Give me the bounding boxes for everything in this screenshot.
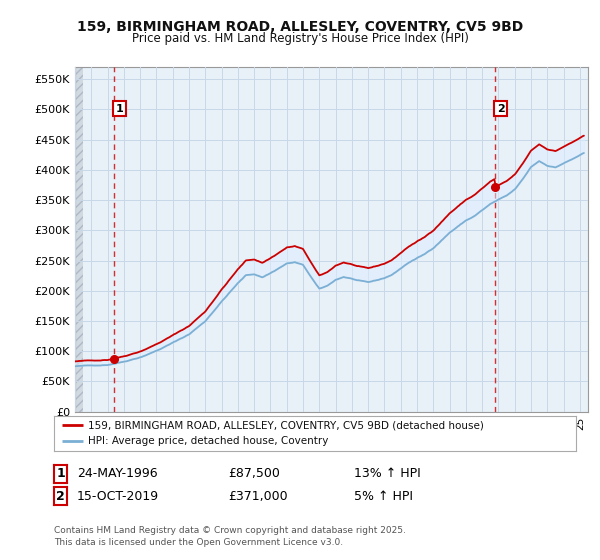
- Text: 5% ↑ HPI: 5% ↑ HPI: [354, 489, 413, 503]
- Text: HPI: Average price, detached house, Coventry: HPI: Average price, detached house, Cove…: [88, 436, 328, 446]
- Text: 159, BIRMINGHAM ROAD, ALLESLEY, COVENTRY, CV5 9BD: 159, BIRMINGHAM ROAD, ALLESLEY, COVENTRY…: [77, 20, 523, 34]
- Text: Contains HM Land Registry data © Crown copyright and database right 2025.
This d: Contains HM Land Registry data © Crown c…: [54, 526, 406, 547]
- Text: Price paid vs. HM Land Registry's House Price Index (HPI): Price paid vs. HM Land Registry's House …: [131, 32, 469, 45]
- Text: 1: 1: [115, 104, 123, 114]
- Text: 159, BIRMINGHAM ROAD, ALLESLEY, COVENTRY, CV5 9BD (detached house): 159, BIRMINGHAM ROAD, ALLESLEY, COVENTRY…: [88, 421, 484, 431]
- Text: 2: 2: [56, 489, 65, 503]
- Bar: [75, 67, 83, 412]
- Text: 24-MAY-1996: 24-MAY-1996: [77, 467, 157, 480]
- Text: 1: 1: [56, 467, 65, 480]
- Text: 2: 2: [497, 104, 505, 114]
- Text: £87,500: £87,500: [228, 467, 280, 480]
- Text: £371,000: £371,000: [228, 489, 287, 503]
- Text: 15-OCT-2019: 15-OCT-2019: [77, 489, 159, 503]
- Text: 13% ↑ HPI: 13% ↑ HPI: [354, 467, 421, 480]
